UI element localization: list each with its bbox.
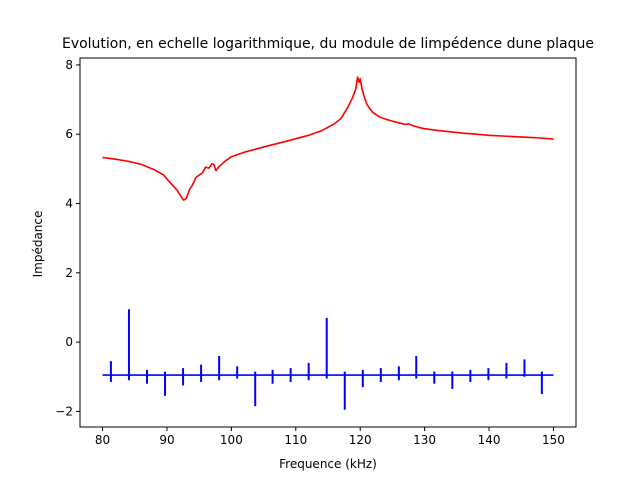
axes: 80 90 100 110 120 130 140 150 −2 0 2 4 6 8 <box>55 57 577 447</box>
y-tick-label: 6 <box>65 127 73 141</box>
y-tick-label: −2 <box>55 404 73 418</box>
y-tick-label: 2 <box>65 266 73 280</box>
y-tick-label: 4 <box>65 197 73 211</box>
y-tick-label: 8 <box>65 58 73 72</box>
plot-area <box>102 76 554 410</box>
x-tick-label: 130 <box>413 433 436 447</box>
y-axis-label: Impédance <box>31 211 45 278</box>
chart-title: Evolution, en echelle logarithmique, du … <box>62 36 594 52</box>
x-tick-label: 110 <box>284 433 307 447</box>
x-tick-label: 80 <box>95 433 110 447</box>
x-tick-label: 120 <box>349 433 372 447</box>
axes-frame <box>79 57 577 428</box>
x-axis-label: Frequence (kHz) <box>279 457 377 471</box>
series-line-0 <box>102 76 554 201</box>
x-tick-label: 150 <box>542 433 565 447</box>
x-tick-label: 140 <box>478 433 501 447</box>
x-tick-label: 100 <box>220 433 243 447</box>
y-tick-label: 0 <box>65 335 73 349</box>
x-tick-label: 90 <box>159 433 174 447</box>
